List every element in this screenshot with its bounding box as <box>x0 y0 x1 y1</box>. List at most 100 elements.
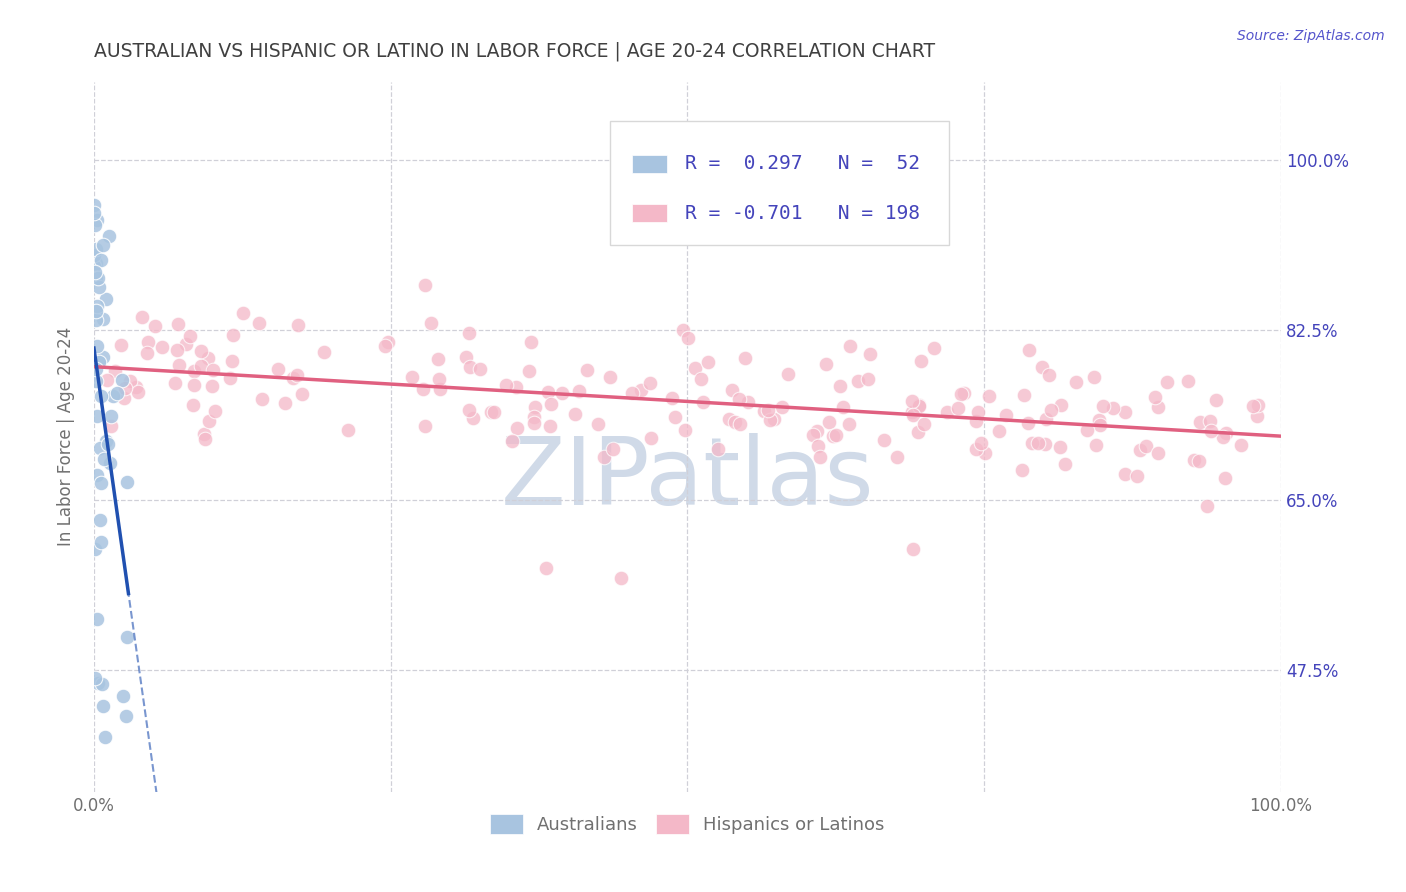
Point <box>89 513 111 527</box>
Point <box>484 405 506 419</box>
Point <box>551 385 574 400</box>
Point <box>640 431 662 445</box>
Point <box>901 409 924 423</box>
Point <box>810 450 832 465</box>
Text: R =  0.297   N =  52: R = 0.297 N = 52 <box>685 154 920 173</box>
Point <box>825 428 848 442</box>
Point <box>965 414 987 428</box>
Point <box>1247 398 1270 412</box>
Point <box>602 442 624 456</box>
Point <box>692 394 714 409</box>
Point <box>463 410 485 425</box>
Point <box>201 363 224 377</box>
Point <box>1054 457 1077 471</box>
Point <box>105 385 128 400</box>
Point <box>136 346 159 360</box>
Point <box>901 405 924 419</box>
Point <box>672 323 695 337</box>
Point <box>174 337 197 351</box>
Point <box>1143 390 1166 404</box>
Point <box>413 278 436 293</box>
FancyBboxPatch shape <box>631 154 668 173</box>
Point <box>540 397 562 411</box>
Point <box>1091 399 1114 413</box>
Point <box>100 409 122 424</box>
Point <box>1018 343 1040 358</box>
Point <box>821 429 844 443</box>
Point <box>1035 411 1057 425</box>
Point <box>630 383 652 397</box>
Point <box>93 452 115 467</box>
Point <box>287 368 309 382</box>
Point <box>1182 452 1205 467</box>
Point <box>336 423 359 437</box>
Point <box>250 392 273 407</box>
Point <box>470 362 492 376</box>
Point <box>538 419 561 434</box>
Point <box>806 424 828 438</box>
Point <box>232 306 254 320</box>
Point <box>181 398 204 412</box>
Point <box>221 354 243 368</box>
Point <box>377 335 399 350</box>
Point <box>901 393 924 408</box>
Point <box>86 213 108 227</box>
Point <box>856 372 879 386</box>
Point <box>143 319 166 334</box>
Point <box>762 412 785 426</box>
Point <box>83 671 105 685</box>
Point <box>456 350 478 364</box>
Point <box>846 374 869 388</box>
Point <box>84 304 107 318</box>
Point <box>1021 435 1043 450</box>
Point <box>1199 414 1222 428</box>
Point <box>458 359 481 374</box>
Point <box>1156 375 1178 389</box>
Point <box>193 426 215 441</box>
Point <box>94 292 117 306</box>
Text: Source: ZipAtlas.com: Source: ZipAtlas.com <box>1237 29 1385 43</box>
Point <box>84 256 107 270</box>
Point <box>859 347 882 361</box>
Point <box>519 364 541 378</box>
Point <box>98 456 121 470</box>
Point <box>1049 440 1071 454</box>
Point <box>287 318 309 333</box>
Point <box>737 394 759 409</box>
Point <box>1229 438 1251 452</box>
Point <box>664 410 686 425</box>
Point <box>83 206 105 220</box>
Point <box>1205 392 1227 407</box>
Point <box>907 425 929 439</box>
Point <box>830 379 852 393</box>
Point <box>576 363 599 377</box>
Point <box>115 630 138 644</box>
Point <box>84 312 107 326</box>
Point <box>537 385 560 400</box>
Point <box>696 355 718 369</box>
Point <box>90 252 112 267</box>
Point <box>1135 439 1157 453</box>
Point <box>1049 398 1071 412</box>
Point <box>610 571 633 585</box>
Point <box>89 441 111 455</box>
Point <box>676 331 699 345</box>
Legend: Australians, Hispanics or Latinos: Australians, Hispanics or Latinos <box>481 805 894 843</box>
Point <box>100 418 122 433</box>
Point <box>197 351 219 365</box>
Point <box>190 343 212 358</box>
Point <box>1083 369 1105 384</box>
Point <box>312 344 335 359</box>
Point <box>912 417 935 431</box>
Point <box>267 361 290 376</box>
Point <box>1126 468 1149 483</box>
Point <box>495 377 517 392</box>
Point <box>910 354 932 368</box>
Point <box>1189 415 1212 429</box>
Point <box>1031 359 1053 374</box>
Point <box>728 392 751 406</box>
Point <box>401 369 423 384</box>
Point <box>752 404 775 418</box>
Point <box>1076 423 1098 437</box>
Point <box>1197 500 1219 514</box>
